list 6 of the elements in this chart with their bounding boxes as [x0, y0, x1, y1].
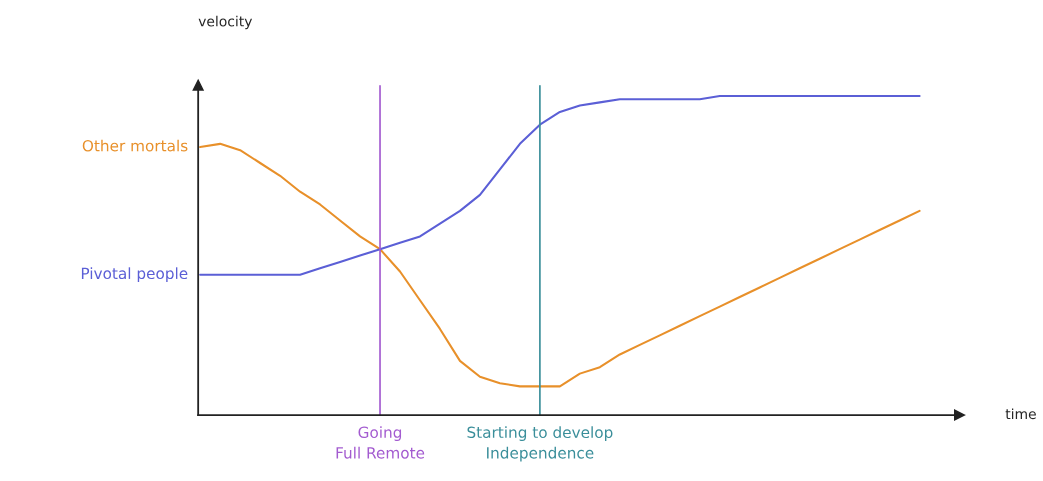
x-tick-label: Starting to develop Independence [467, 426, 613, 462]
series-label: Pivotal people [81, 267, 188, 283]
y-axis-title: velocity [198, 15, 253, 30]
series-label: Other mortals [82, 139, 188, 152]
text: time [1005, 408, 1036, 420]
x-tick-label: Going Full Remote [336, 426, 425, 459]
